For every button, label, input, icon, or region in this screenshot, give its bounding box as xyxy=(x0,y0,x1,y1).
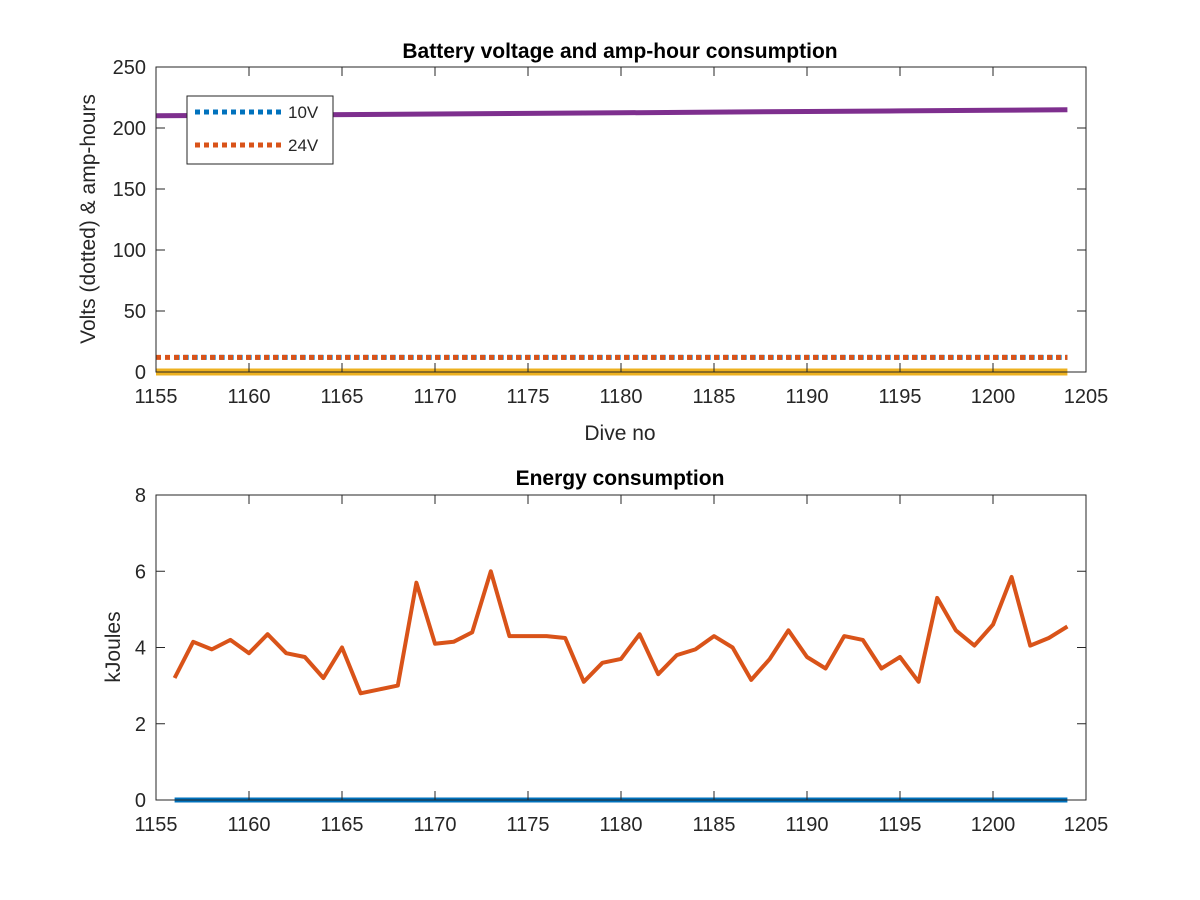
y-axis-label: Volts (dotted) & amp-hours xyxy=(77,94,100,344)
x-tick-label: 1205 xyxy=(1064,386,1109,408)
legend: 10V 24V xyxy=(186,95,334,165)
series-line-2 xyxy=(172,569,1069,696)
legend-label-24v: 24V xyxy=(288,136,319,155)
x-tick-label: 1190 xyxy=(785,814,828,836)
x-tick-label: 1185 xyxy=(692,814,735,836)
y-tick-label: 2 xyxy=(135,714,146,736)
y-tick-label: 0 xyxy=(135,790,146,812)
chart-title: Energy consumption xyxy=(516,467,725,490)
legend-box xyxy=(186,95,334,165)
x-tick-label: 1180 xyxy=(599,386,642,408)
y-tick-label: 100 xyxy=(113,240,146,262)
x-tick-label: 1175 xyxy=(506,386,549,408)
voltage-amphour-subplot: Battery voltage and amp-hour consumption… xyxy=(77,40,1108,445)
axis-ticks: 1155 1160 1165 1170 1175 1180 1185 1190 1195 1200… xyxy=(113,57,1109,408)
y-tick-label: 50 xyxy=(124,301,146,323)
x-tick-label: 1155 xyxy=(134,814,177,836)
y-tick-label: 250 xyxy=(113,57,146,79)
axis-ticks: 1155 1160 1165 1170 1175 1180 1185 1190 1195 1200… xyxy=(134,485,1108,836)
x-tick-label: 1190 xyxy=(785,386,828,408)
x-tick-label: 1200 xyxy=(971,386,1016,408)
y-tick-label: 8 xyxy=(135,485,146,507)
x-tick-label: 1195 xyxy=(878,814,921,836)
x-tick-label: 1205 xyxy=(1064,814,1109,836)
y-tick-label: 150 xyxy=(113,179,146,201)
x-tick-label: 1175 xyxy=(506,814,549,836)
chart-title: Battery voltage and amp-hour consumption xyxy=(402,40,837,63)
x-tick-label: 1165 xyxy=(320,386,363,408)
x-tick-label: 1155 xyxy=(134,386,177,408)
y-tick-label: 6 xyxy=(135,561,146,583)
y-tick-label: 0 xyxy=(135,362,146,384)
x-tick-label: 1160 xyxy=(227,814,270,836)
x-tick-label: 1160 xyxy=(227,386,270,408)
legend-label-10v: 10V xyxy=(288,103,319,122)
x-tick-label: 1195 xyxy=(878,386,921,408)
y-tick-label: 200 xyxy=(113,118,146,140)
energy-subplot: Energy consumption kJoules 1155 1160 1165 1… xyxy=(102,467,1108,836)
axes-frame xyxy=(155,66,1087,373)
x-tick-label: 1180 xyxy=(599,814,642,836)
x-tick-label: 1170 xyxy=(413,386,456,408)
x-tick-label: 1170 xyxy=(413,814,456,836)
axes-frame xyxy=(155,494,1087,801)
x-tick-label: 1185 xyxy=(692,386,735,408)
y-tick-label: 4 xyxy=(135,638,146,660)
x-tick-label: 1165 xyxy=(320,814,363,836)
y-axis-label: kJoules xyxy=(102,611,125,682)
x-tick-label: 1200 xyxy=(971,814,1016,836)
x-axis-label: Dive no xyxy=(584,422,655,445)
